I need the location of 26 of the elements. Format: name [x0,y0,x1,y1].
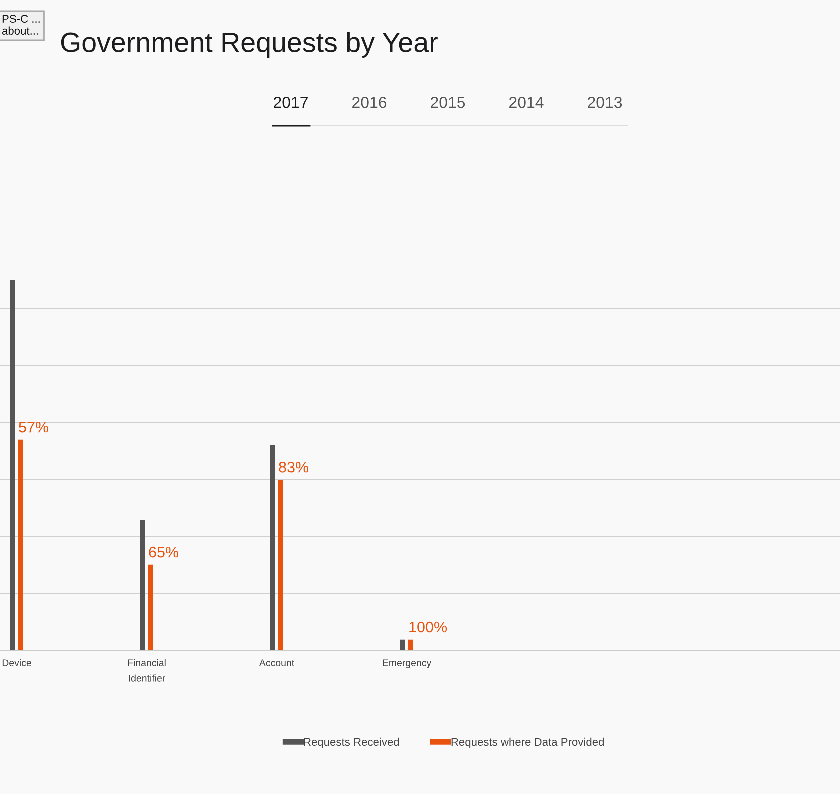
annotation: 83% [279,462,309,473]
text: 2016 [352,96,387,108]
text: 2015 [431,96,466,108]
x-tick-label: Financial Identifier [128,659,166,682]
x-tick-label: Device [2,659,32,666]
bar [278,480,284,651]
x-tick-label: Emergency [383,660,432,668]
annotation: 65% [149,546,179,558]
bar [18,440,24,651]
bar [10,280,16,651]
text: 2014 [510,96,544,108]
text: 2017 [274,96,308,108]
text: PS-C ... [2,15,40,23]
bar [400,640,406,651]
chart-title: Government Requests by Year [61,32,438,58]
text: 2013 [588,96,622,108]
x-tick-label: Account [259,660,294,666]
text: about... [2,26,38,35]
legend-label: Requests where Data Provided [452,738,604,748]
annotation: 100% [410,622,448,633]
bar [270,445,276,651]
legend-label: Requests Received [304,738,400,748]
annotation: 57% [19,422,49,433]
bar [148,564,154,651]
bar [140,520,146,651]
bar [408,640,414,651]
